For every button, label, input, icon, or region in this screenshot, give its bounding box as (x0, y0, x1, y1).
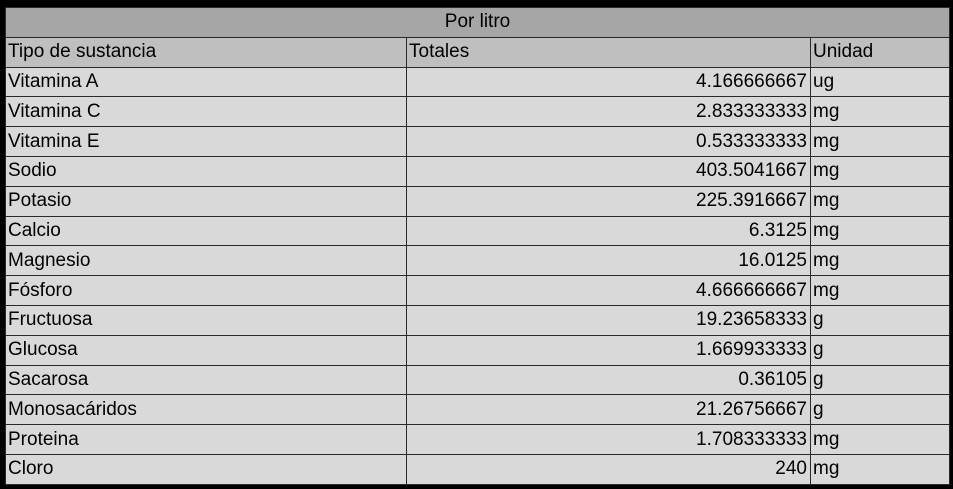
table-row: Monosacáridos 21.26756667 g (5, 394, 951, 426)
cell-unit[interactable]: ug (809, 66, 951, 98)
cell-substance[interactable]: Glucosa (5, 334, 407, 366)
table-row: Vitamina C 2.833333333 mg (5, 96, 951, 128)
table-row: Sacarosa 0.36105 g (5, 364, 951, 396)
table-row: Calcio 6.3125 mg (5, 215, 951, 247)
header-cell-substance[interactable]: Tipo de sustancia (5, 36, 407, 68)
cell-total[interactable]: 21.26756667 (406, 394, 811, 426)
cell-unit[interactable]: mg (809, 96, 951, 128)
table-row: Proteina 1.708333333 mg (5, 424, 951, 455)
header-cell-unit[interactable]: Unidad (809, 36, 951, 68)
cell-substance[interactable]: Cloro (5, 453, 407, 485)
table-row: Glucosa 1.669933333 g (5, 334, 951, 366)
cell-substance[interactable]: Vitamina C (5, 96, 407, 128)
cell-total[interactable]: 0.533333333 (406, 126, 811, 157)
cell-substance[interactable]: Proteina (5, 424, 407, 455)
cell-substance[interactable]: Vitamina A (5, 66, 407, 98)
cell-unit[interactable]: g (809, 394, 951, 426)
cell-substance[interactable]: Vitamina E (5, 126, 407, 157)
cell-unit[interactable]: mg (809, 126, 951, 157)
cell-unit[interactable]: g (809, 304, 951, 336)
cell-substance[interactable]: Magnesio (5, 245, 407, 277)
cell-substance[interactable]: Fósforo (5, 275, 407, 306)
cell-unit[interactable]: mg (809, 275, 951, 306)
table-title-cell[interactable]: Por litro (4, 7, 951, 38)
nutrient-table: Por litro Tipo de sustancia Totales Unid… (4, 7, 951, 485)
cell-unit[interactable]: mg (809, 185, 951, 217)
spreadsheet-table-region: Por litro Tipo de sustancia Totales Unid… (4, 7, 951, 485)
cell-total[interactable]: 1.708333333 (406, 424, 811, 455)
cell-total[interactable]: 4.166666667 (406, 66, 811, 98)
cell-substance[interactable]: Calcio (5, 215, 407, 247)
header-row: Tipo de sustancia Totales Unidad (5, 36, 951, 68)
cell-substance[interactable]: Sacarosa (5, 364, 407, 396)
cell-total[interactable]: 2.833333333 (406, 96, 811, 128)
title-row: Por litro (4, 7, 951, 38)
cell-total[interactable]: 19.23658333 (406, 304, 811, 336)
cell-substance[interactable]: Potasio (5, 185, 407, 217)
table-row: Fósforo 4.666666667 mg (5, 275, 951, 306)
cell-substance[interactable]: Sodio (5, 155, 407, 187)
cell-unit[interactable]: mg (809, 453, 951, 485)
table-row: Fructuosa 19.23658333 g (5, 304, 951, 336)
cell-total[interactable]: 403.5041667 (406, 155, 811, 187)
cell-total[interactable]: 4.666666667 (406, 275, 811, 306)
cell-total[interactable]: 16.0125 (406, 245, 811, 277)
table-row: Vitamina E 0.533333333 mg (5, 126, 951, 157)
cell-substance[interactable]: Monosacáridos (5, 394, 407, 426)
cell-unit[interactable]: g (809, 334, 951, 366)
cell-substance[interactable]: Fructuosa (5, 304, 407, 336)
cell-total[interactable]: 6.3125 (406, 215, 811, 247)
table-row: Magnesio 16.0125 mg (5, 245, 951, 277)
table-row: Sodio 403.5041667 mg (5, 155, 951, 187)
table-row: Vitamina A 4.166666667 ug (5, 66, 951, 98)
cell-total[interactable]: 1.669933333 (406, 334, 811, 366)
cell-unit[interactable]: mg (809, 424, 951, 455)
header-cell-totals[interactable]: Totales (406, 36, 811, 68)
cell-total[interactable]: 0.36105 (406, 364, 811, 396)
cell-unit[interactable]: mg (809, 215, 951, 247)
cell-unit[interactable]: mg (809, 155, 951, 187)
cell-unit[interactable]: mg (809, 245, 951, 277)
table-row: Potasio 225.3916667 mg (5, 185, 951, 217)
cell-unit[interactable]: g (809, 364, 951, 396)
cell-total[interactable]: 240 (406, 453, 811, 485)
table-row: Cloro 240 mg (5, 453, 951, 485)
cell-total[interactable]: 225.3916667 (406, 185, 811, 217)
